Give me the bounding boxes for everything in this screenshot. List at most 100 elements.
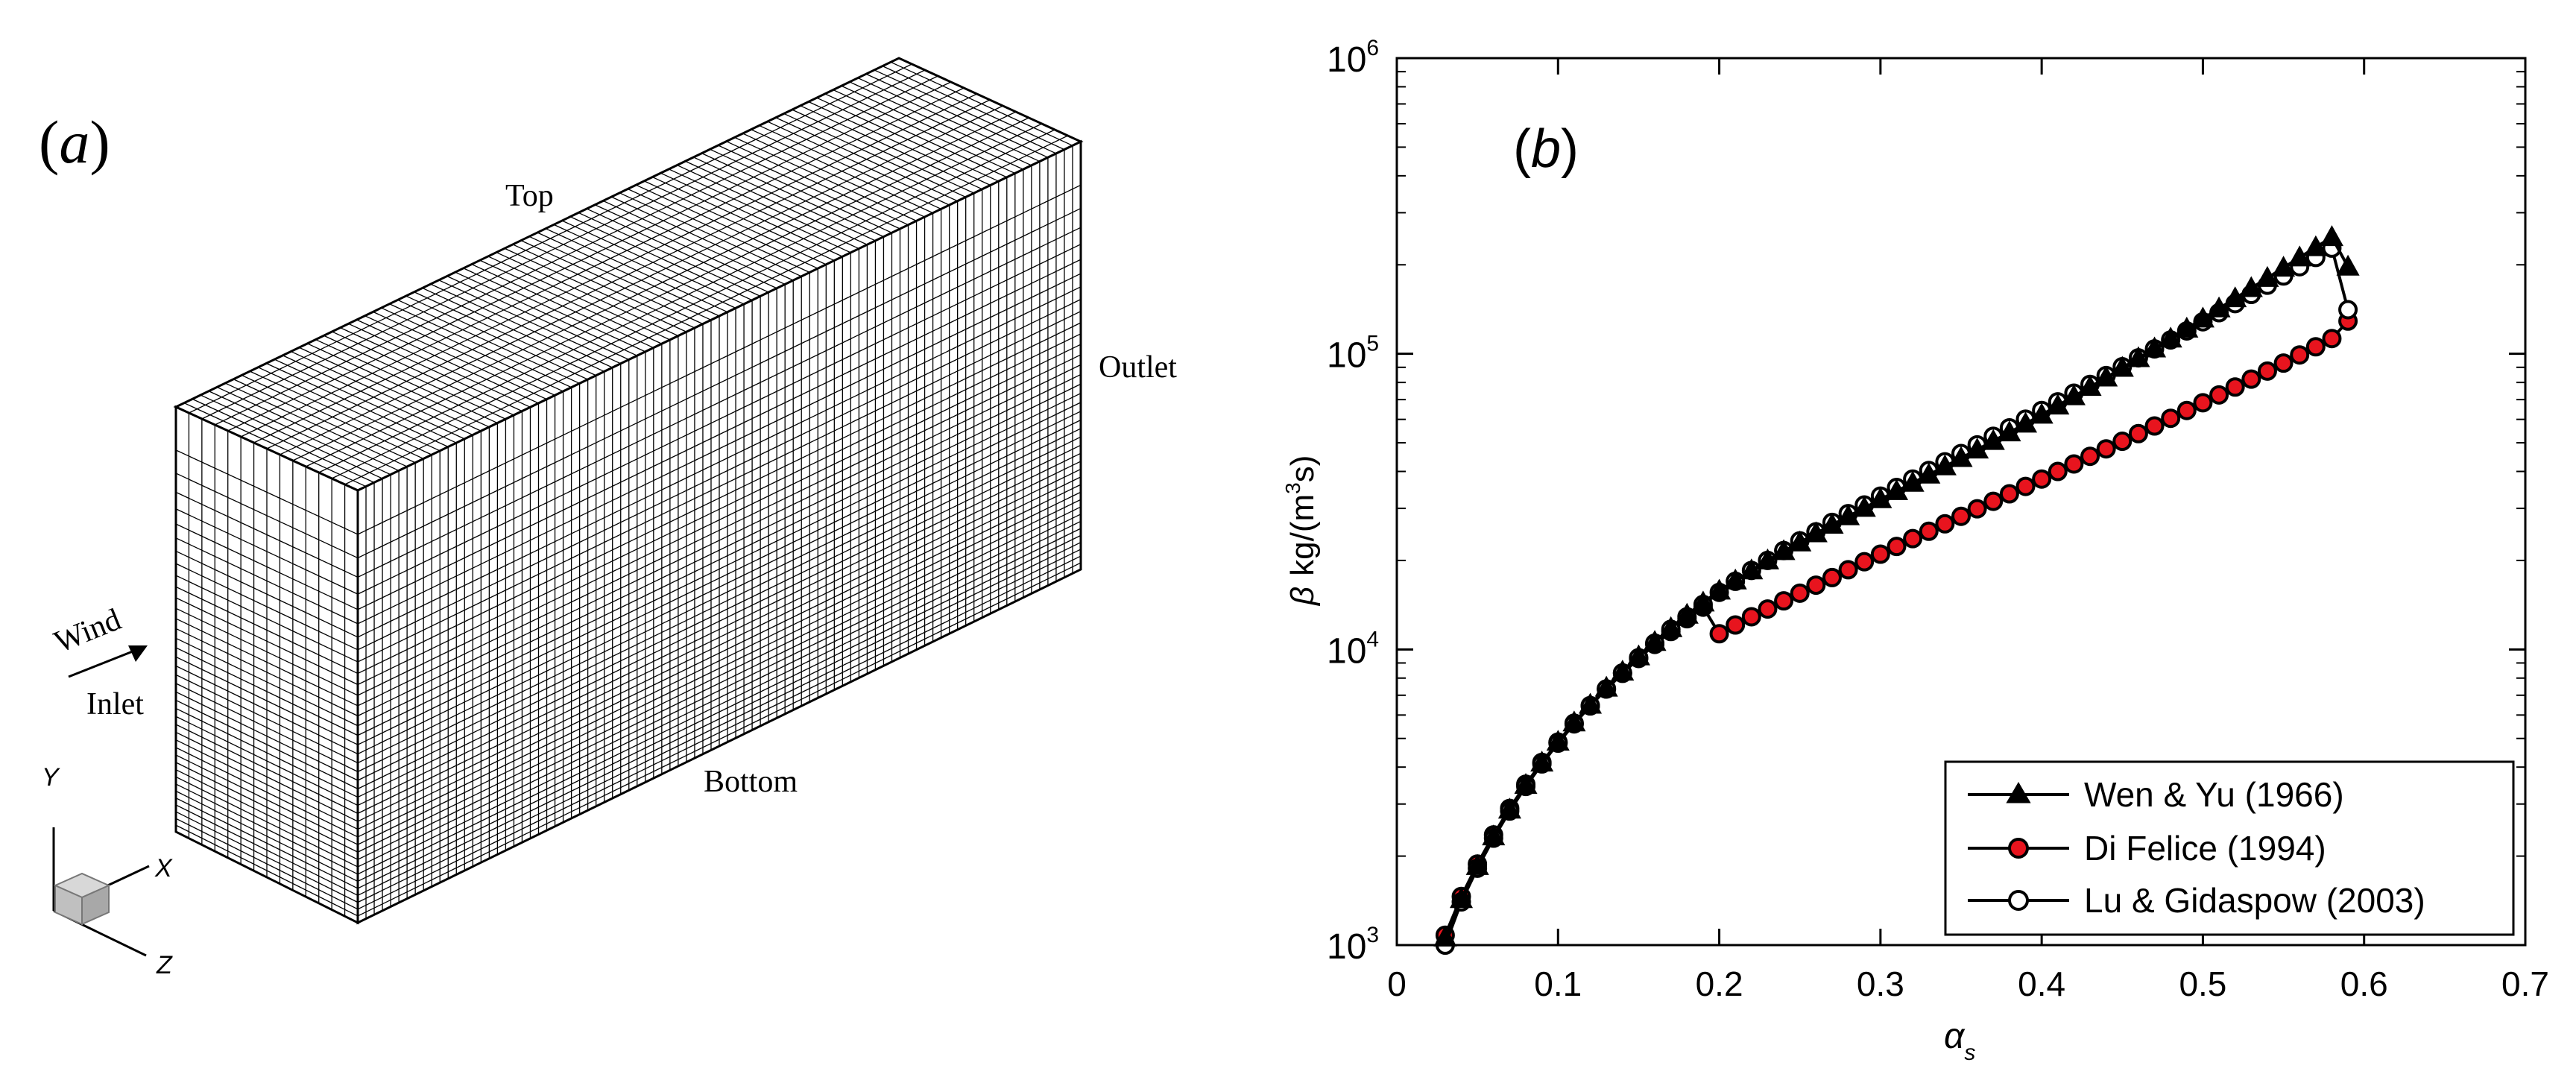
- data-point-triangle: [1562, 710, 1586, 732]
- data-point-red-circle: [2322, 329, 2342, 349]
- data-point-red-circle: [2257, 361, 2277, 381]
- data-point-triangle: [1723, 568, 1747, 590]
- legend-label-wen-yu: Wen & Yu (1966): [2084, 775, 2344, 814]
- data-point-triangle: [2304, 235, 2328, 256]
- y-tick-label: 105: [1327, 332, 1379, 376]
- y-axis-ticks: 103 104 105 106: [1327, 36, 2525, 967]
- data-point-triangle: [2239, 276, 2263, 297]
- x-axis-title: αs: [1944, 1017, 1975, 1065]
- axis-label-y: Y: [42, 763, 60, 792]
- x-tick-label: 0.4: [2018, 964, 2065, 1003]
- data-point-triangle: [2336, 254, 2360, 276]
- data-point-triangle: [2191, 306, 2214, 328]
- x-tick-label: 0.7: [2501, 964, 2549, 1003]
- panel-a-mesh-diagram: (a) Top Outlet Bottom Inlet Wind Y X: [39, 57, 1177, 979]
- legend-marker-open-circle: [2008, 890, 2029, 911]
- data-point-red-circle: [2209, 385, 2229, 405]
- data-point-red-circle: [1870, 544, 1890, 564]
- legend: Wen & Yu (1966) Di Felice (1994) Lu & Gi…: [1944, 760, 2515, 936]
- data-point-red-circle: [2193, 393, 2213, 413]
- face-label-top: Top: [505, 179, 554, 213]
- legend-marker-triangle: [2006, 782, 2031, 803]
- series-layer: [1433, 225, 2360, 955]
- data-point-triangle: [2207, 296, 2231, 318]
- legend-label-di-felice: Di Felice (1994): [2084, 829, 2326, 868]
- data-point-triangle: [1626, 644, 1650, 666]
- mesh-grid-lines: [175, 61, 1082, 919]
- data-point-triangle: [1837, 504, 1860, 525]
- data-point-triangle: [1578, 692, 1603, 714]
- data-point-red-circle: [2112, 432, 2133, 452]
- data-point-red-circle: [2015, 476, 2036, 496]
- data-point-red-circle: [2080, 446, 2100, 467]
- data-point-triangle: [1884, 479, 1909, 500]
- x-axis-ticks: 0 0.1 0.2 0.3 0.4 0.5 0.6 0.7: [1387, 58, 2549, 1003]
- y-tick-label: 103: [1327, 923, 1379, 967]
- data-point-red-circle: [1983, 491, 2004, 511]
- plot-area-frame: [1395, 57, 2527, 947]
- data-point-triangle: [1497, 798, 1521, 819]
- data-point-triangle: [2046, 394, 2070, 415]
- data-point-triangle: [1691, 590, 1715, 612]
- axis-label-z: Z: [156, 951, 173, 979]
- data-point-triangle: [1998, 420, 2021, 442]
- data-point-red-circle: [1741, 607, 1761, 627]
- data-point-triangle: [2142, 336, 2167, 358]
- orientation-triad: Y X Z: [42, 763, 173, 979]
- data-point-triangle: [1659, 616, 1683, 637]
- data-point-triangle: [2288, 245, 2311, 267]
- data-point-triangle: [2223, 286, 2247, 308]
- data-point-triangle: [1933, 454, 1957, 476]
- data-point-triangle: [1788, 530, 1812, 552]
- data-point-triangle: [2320, 225, 2344, 247]
- x-tick-label: 0.2: [1696, 964, 1743, 1003]
- data-point-red-circle: [1806, 575, 1826, 596]
- data-point-red-circle: [2096, 439, 2116, 459]
- data-point-triangle: [1917, 462, 1941, 484]
- y-axis-title: βkg/(m3s): [1281, 455, 1321, 607]
- data-point-red-circle: [1903, 528, 1923, 549]
- data-point-red-circle: [1726, 615, 1746, 635]
- face-label-inlet: Inlet: [86, 687, 144, 721]
- data-point-red-circle: [1919, 521, 1939, 541]
- data-point-red-circle: [1758, 599, 1778, 619]
- y-tick-label: 104: [1327, 627, 1379, 671]
- data-point-red-circle: [1951, 506, 1971, 526]
- data-point-triangle: [1643, 630, 1667, 651]
- face-label-outlet: Outlet: [1099, 350, 1177, 385]
- data-point-triangle: [1482, 824, 1506, 846]
- data-point-red-circle: [2241, 369, 2261, 389]
- data-point-triangle: [1740, 558, 1764, 580]
- data-point-triangle: [2175, 316, 2199, 338]
- data-point-triangle: [2255, 265, 2279, 287]
- data-point-red-circle: [2128, 423, 2148, 443]
- x-tick-label: 0: [1387, 964, 1407, 1003]
- data-point-red-circle: [1709, 624, 1729, 644]
- data-point-red-circle: [2032, 469, 2052, 489]
- data-point-red-circle: [2064, 454, 2084, 474]
- data-point-triangle: [1966, 438, 1989, 459]
- data-point-red-circle: [2273, 353, 2294, 373]
- data-point-red-circle: [1887, 537, 1907, 557]
- data-point-red-circle: [1822, 567, 1842, 587]
- x-tick-label: 0.5: [2179, 964, 2226, 1003]
- data-point-red-circle: [2176, 400, 2197, 420]
- data-point-red-circle: [1774, 591, 1794, 611]
- data-point-triangle: [1465, 853, 1489, 875]
- data-point-red-circle: [1967, 499, 1987, 519]
- data-point-triangle: [1981, 429, 2005, 450]
- axis-label-x: X: [154, 854, 173, 882]
- data-point-triangle: [1594, 675, 1618, 697]
- data-point-triangle: [1901, 470, 1925, 492]
- data-point-red-circle: [2305, 337, 2326, 357]
- data-point-triangle: [1869, 487, 1892, 508]
- data-point-triangle: [2159, 326, 2182, 348]
- x-tick-label: 0.6: [2340, 964, 2388, 1003]
- y-tick-label: 106: [1327, 36, 1379, 80]
- data-point-triangle: [1852, 496, 1876, 517]
- data-point-red-circle: [1790, 583, 1810, 603]
- legend-entry-lu-gidaspow: Lu & Gidaspow (2003): [1968, 881, 2425, 920]
- x-tick-label: 0.3: [1857, 964, 1904, 1003]
- legend-label-lu-gidaspow: Lu & Gidaspow (2003): [2084, 881, 2425, 920]
